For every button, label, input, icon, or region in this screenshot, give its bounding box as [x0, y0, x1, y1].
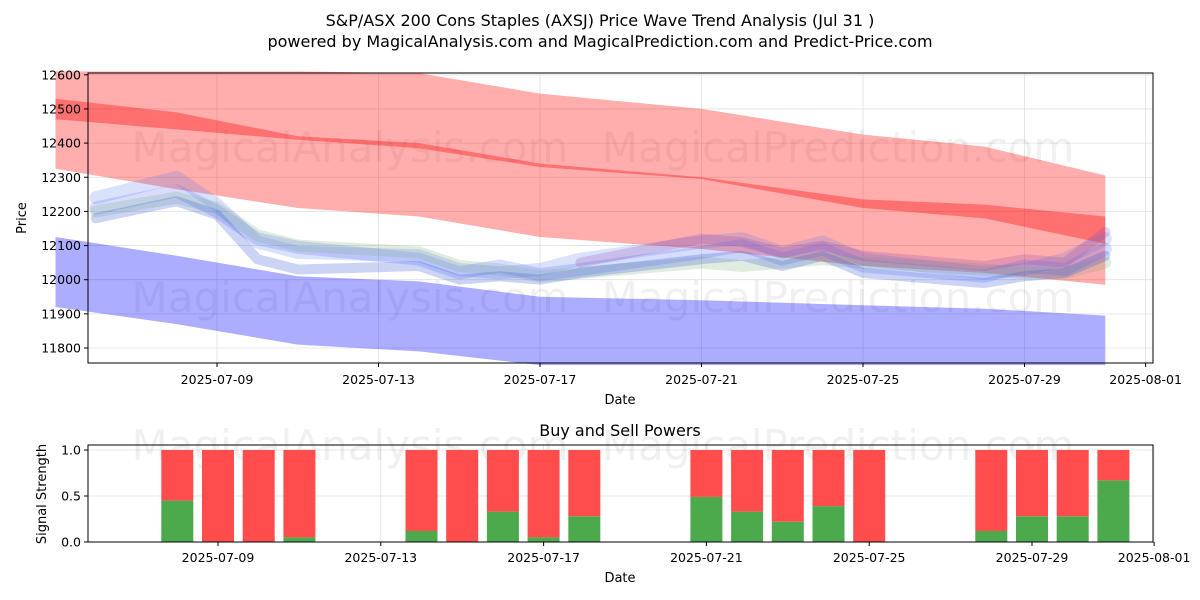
price-band-2 — [55, 237, 1106, 366]
price-y-tick-label-8: 12600 — [41, 67, 81, 82]
signal-x-axis-label: Date — [604, 571, 635, 586]
sell-bar-4 — [405, 450, 438, 531]
signal-x-tick-label-1: 2025-07-13 — [344, 550, 417, 565]
signal-x-tick-label-3: 2025-07-21 — [670, 550, 743, 565]
signal-x-tick-label-4: 2025-07-25 — [833, 550, 906, 565]
signal-plot: Buy and Sell Powers MagicalAnalysis.com M… — [35, 421, 1190, 586]
price-watermark-0: MagicalAnalysis.com — [132, 123, 569, 172]
sell-bar-1 — [202, 450, 234, 542]
price-x-tick-label-1: 2025-07-13 — [342, 372, 415, 387]
signal-y-axis-label: Signal Strength — [35, 444, 50, 544]
buy-bar-7 — [527, 537, 560, 542]
price-wave-lines — [89, 170, 1112, 289]
price-watermark-1: MagicalPrediction.com — [602, 123, 1075, 172]
price-watermark-2: MagicalAnalysis.com — [132, 273, 569, 322]
buy-bar-17 — [1097, 480, 1130, 542]
signal-y-tick-label-0: 0.0 — [61, 535, 81, 550]
price-x-tick-label-6: 2025-08-01 — [1109, 372, 1182, 387]
price-band-0 — [55, 71, 1106, 285]
price-band-1 — [55, 98, 1106, 244]
sell-bar-15 — [1016, 450, 1048, 517]
price-y-tick-label-0: 11800 — [41, 341, 81, 356]
sell-bar-5 — [446, 450, 479, 542]
price-wave-line-1 — [89, 170, 1112, 280]
buy-bar-12 — [812, 506, 845, 542]
sell-bar-14 — [975, 450, 1008, 531]
buy-bar-4 — [405, 530, 438, 542]
signal-plot-frame — [87, 444, 1154, 543]
price-x-tick-label-4: 2025-07-25 — [827, 372, 900, 387]
sell-bar-3 — [283, 450, 316, 538]
buy-bar-0 — [161, 500, 194, 542]
sell-bar-7 — [527, 450, 560, 538]
signal-y-tick-label-1: 0.5 — [61, 489, 81, 504]
signal-title: Buy and Sell Powers — [539, 421, 701, 440]
buy-bar-16 — [1056, 516, 1089, 542]
price-bands — [55, 71, 1106, 366]
sell-bar-0 — [161, 450, 194, 501]
price-gridlines — [88, 73, 1153, 363]
sell-bar-11 — [771, 450, 804, 522]
price-x-tick-label-3: 2025-07-21 — [665, 372, 738, 387]
price-y-axis-label: Price — [15, 202, 30, 234]
price-wave-line-4 — [575, 226, 1111, 271]
sell-bar-17 — [1097, 450, 1130, 481]
price-wave-line-3 — [90, 196, 1111, 289]
buy-bar-3 — [283, 537, 316, 542]
price-y-tick-label-5: 12300 — [41, 170, 81, 185]
price-plot-frame — [87, 72, 1154, 364]
price-x-axis-label: Date — [604, 393, 635, 408]
sell-bar-12 — [812, 450, 845, 507]
buy-bar-10 — [731, 511, 764, 542]
price-y-tick-label-1: 11900 — [41, 306, 81, 321]
buy-bar-8 — [568, 516, 601, 542]
price-wave-line-0 — [89, 184, 1112, 283]
sell-bar-9 — [690, 450, 723, 497]
signal-y-tick-label-2: 1.0 — [61, 443, 81, 458]
buy-bar-11 — [771, 521, 804, 542]
signal-x-tick-label-5: 2025-07-29 — [996, 550, 1069, 565]
price-x-tick-label-5: 2025-07-29 — [988, 372, 1061, 387]
price-y-tick-label-4: 12200 — [41, 204, 81, 219]
signal-bars — [161, 450, 1130, 542]
buy-bar-15 — [1016, 516, 1048, 542]
price-x-tick-label-0: 2025-07-09 — [181, 372, 254, 387]
buy-bar-14 — [975, 530, 1008, 542]
price-y-tick-label-3: 12100 — [41, 238, 81, 253]
chart-subtitle: powered by MagicalAnalysis.com and Magic… — [267, 32, 932, 51]
sell-bar-8 — [568, 450, 601, 517]
price-watermark-3: MagicalPrediction.com — [602, 273, 1075, 322]
buy-bar-9 — [690, 496, 723, 542]
signal-y-ticks: 0.0 0.5 1.0 — [61, 443, 88, 550]
price-y-tick-label-7: 12500 — [41, 101, 81, 116]
signal-x-tick-label-0: 2025-07-09 — [182, 550, 255, 565]
signal-x-ticks: 2025-07-09 2025-07-13 2025-07-17 2025-07-21… — [182, 542, 1191, 565]
price-x-ticks: 2025-07-09 2025-07-13 2025-07-17 2025-07-21… — [181, 363, 1182, 387]
price-wave-line-2 — [89, 191, 1112, 283]
signal-x-tick-label-2: 2025-07-17 — [507, 550, 580, 565]
price-plot: MagicalAnalysis.com MagicalPrediction.com… — [15, 67, 1182, 408]
signal-x-tick-label-6: 2025-08-01 — [1118, 550, 1191, 565]
sell-bar-10 — [731, 450, 764, 512]
price-y-tick-label-2: 12000 — [41, 272, 81, 287]
price-watermarks: MagicalAnalysis.com MagicalPrediction.com… — [132, 123, 1075, 322]
price-x-tick-label-2: 2025-07-17 — [504, 372, 577, 387]
sell-bar-6 — [486, 450, 519, 512]
sell-bar-13 — [853, 450, 886, 542]
price-y-tick-label-6: 12400 — [41, 136, 81, 151]
sell-bar-16 — [1056, 450, 1089, 517]
price-y-ticks: 11800 11900 12000 12100 12200 12300 12400 12500… — [41, 67, 88, 356]
chart-title: S&P/ASX 200 Cons Staples (AXSJ) Price Wa… — [326, 11, 875, 30]
sell-bar-2 — [242, 450, 275, 542]
buy-bar-6 — [486, 511, 519, 542]
